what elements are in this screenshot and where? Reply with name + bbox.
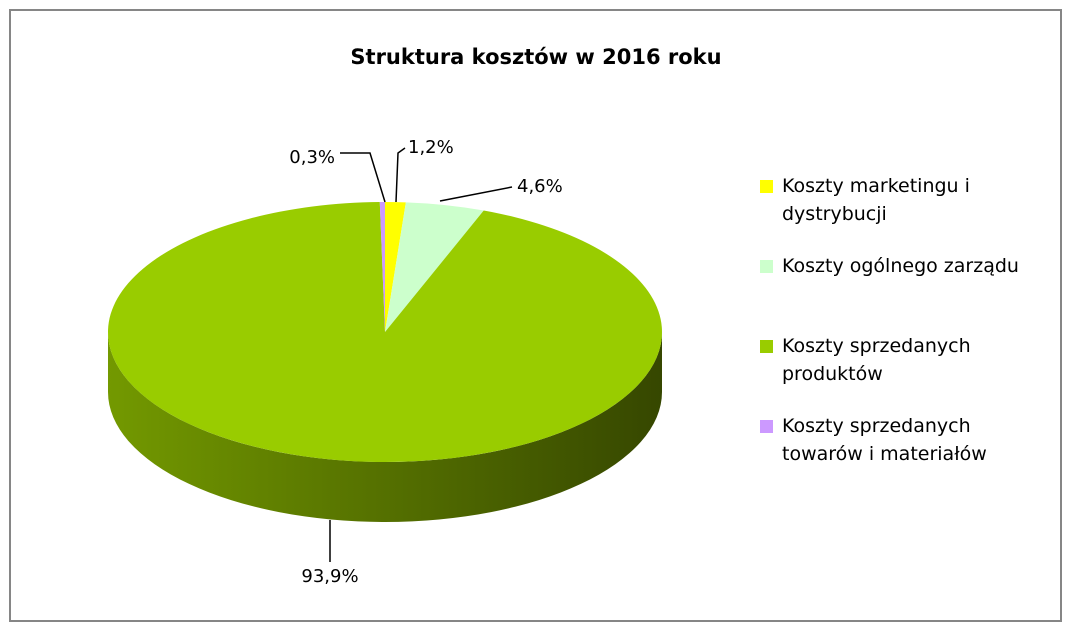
legend-swatch [760, 180, 773, 193]
slice [385, 202, 484, 332]
data-label: 1,2% [408, 137, 454, 158]
legend-label: Koszty ogólnego zarządu [782, 255, 1019, 277]
slice [108, 202, 663, 462]
legend-swatch [760, 340, 773, 353]
legend-item: Koszty sprzedanych produktów [760, 332, 1050, 388]
legend-item: Koszty sprzedanych towarów i materiałów [760, 412, 1050, 468]
leader-line [439, 186, 513, 202]
legend-swatch [760, 420, 773, 433]
leader-line [340, 152, 386, 203]
chart-title: Struktura kosztów w 2016 roku [350, 45, 721, 69]
legend-item: Koszty ogólnego zarządu [760, 252, 1019, 280]
slice-side [108, 332, 662, 522]
legend-item: Koszty marketingu i dystrybucji [760, 172, 1050, 228]
legend-swatch [760, 260, 773, 273]
legend-label: Koszty marketingu i dystrybucji [782, 175, 970, 225]
slice [385, 202, 406, 332]
slice [379, 202, 385, 332]
leader-line [395, 147, 406, 203]
data-label: 4,6% [517, 176, 563, 197]
data-label: 93,9% [301, 566, 358, 587]
legend-label: Koszty sprzedanych towarów i materiałów [782, 415, 987, 465]
data-label: 0,3% [289, 147, 335, 168]
legend-label: Koszty sprzedanych produktów [782, 335, 971, 385]
